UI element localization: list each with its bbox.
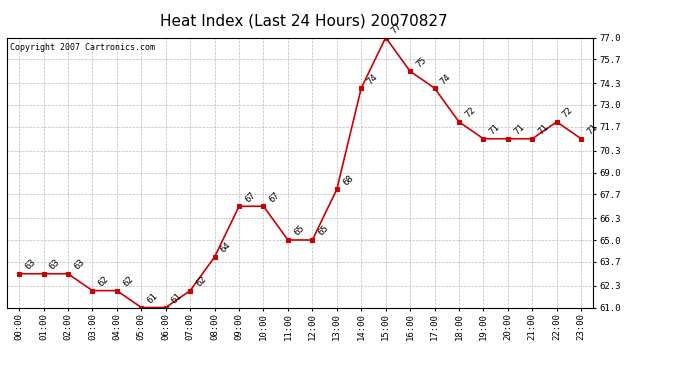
Text: 74: 74 xyxy=(439,72,453,86)
Text: 75: 75 xyxy=(414,55,428,69)
Text: 67: 67 xyxy=(243,190,257,204)
Text: 71: 71 xyxy=(512,123,526,136)
Text: 62: 62 xyxy=(121,274,135,288)
Text: Heat Index (Last 24 Hours) 20070827: Heat Index (Last 24 Hours) 20070827 xyxy=(160,13,447,28)
Text: 68: 68 xyxy=(341,173,355,187)
Text: 71: 71 xyxy=(585,123,600,136)
Text: 71: 71 xyxy=(488,123,502,136)
Text: 63: 63 xyxy=(72,258,86,272)
Text: 65: 65 xyxy=(317,224,331,238)
Text: 61: 61 xyxy=(170,291,184,305)
Text: 72: 72 xyxy=(561,106,575,120)
Text: 61: 61 xyxy=(146,291,159,305)
Text: 77: 77 xyxy=(390,21,404,35)
Text: 63: 63 xyxy=(23,258,37,272)
Text: 74: 74 xyxy=(366,72,380,86)
Text: 64: 64 xyxy=(219,241,233,255)
Text: 71: 71 xyxy=(536,123,551,136)
Text: 72: 72 xyxy=(463,106,477,120)
Text: Copyright 2007 Cartronics.com: Copyright 2007 Cartronics.com xyxy=(10,43,155,52)
Text: 67: 67 xyxy=(268,190,282,204)
Text: 62: 62 xyxy=(195,274,208,288)
Text: 63: 63 xyxy=(48,258,61,272)
Text: 62: 62 xyxy=(97,274,110,288)
Text: 65: 65 xyxy=(292,224,306,238)
